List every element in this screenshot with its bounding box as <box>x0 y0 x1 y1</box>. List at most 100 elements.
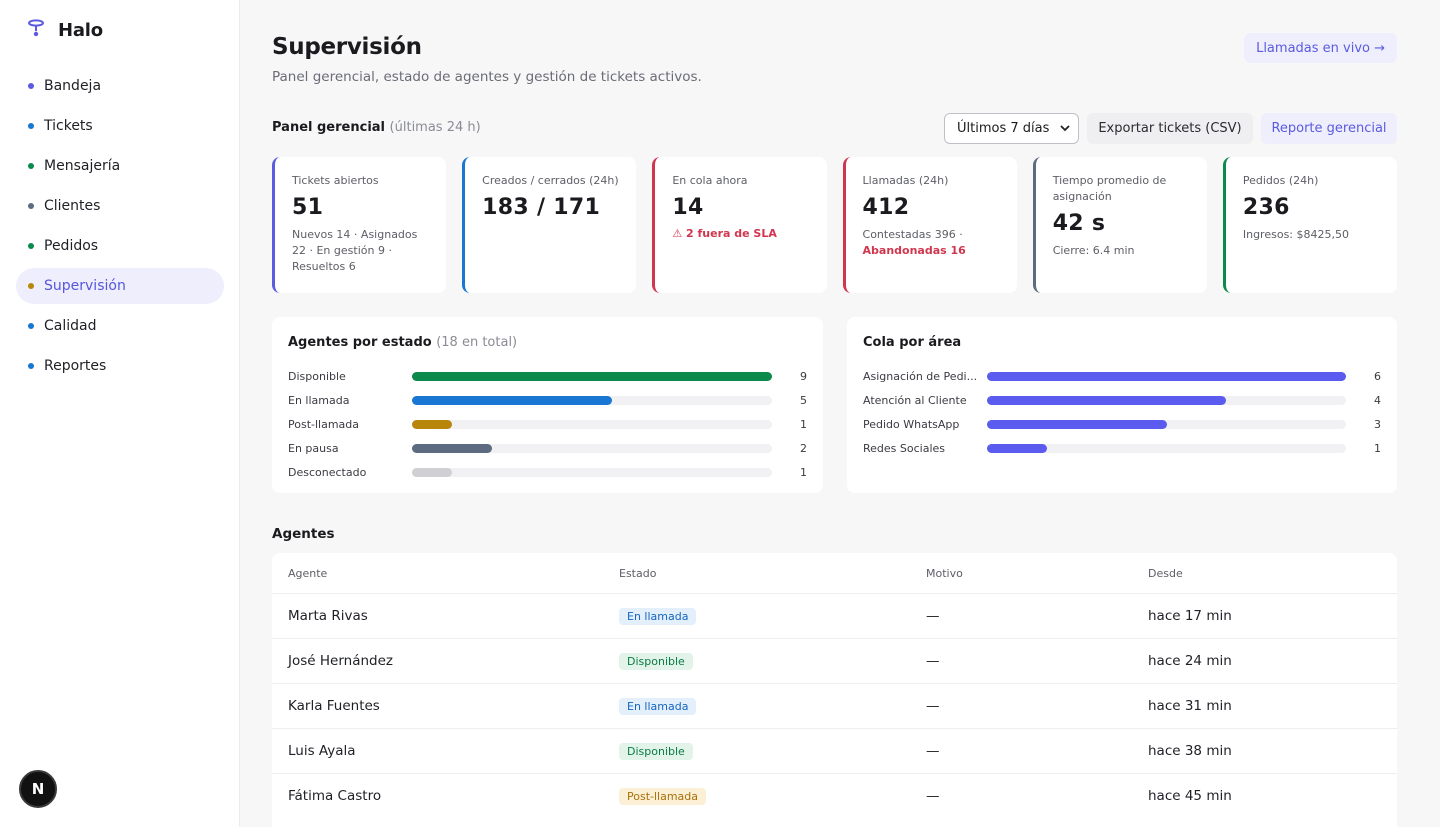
panel-heading: Agentes por estado <box>288 335 432 350</box>
report-button[interactable]: Reporte gerencial <box>1261 113 1397 144</box>
sidebar-item-label: Mensajería <box>44 158 121 174</box>
period-select[interactable]: Últimos 7 días <box>944 113 1079 144</box>
kpi-sub: Nuevos 14 · Asignados 22 · En gestión 9 … <box>292 228 418 273</box>
sidebar-item-bandeja[interactable]: Bandeja <box>16 68 224 104</box>
bar-track <box>412 419 772 429</box>
sidebar-nav: Bandeja Tickets Mensajería Clientes Pedi… <box>16 68 224 388</box>
agents-by-status-panel: Agentes por estado (18 en total) Disponi… <box>272 317 823 493</box>
bar-fill <box>987 371 1346 381</box>
bar-row: Disponible 9 <box>288 364 807 388</box>
sidebar-item-calidad[interactable]: Calidad <box>16 308 224 344</box>
live-calls-button[interactable]: Llamadas en vivo → <box>1244 33 1397 63</box>
bar-row: Redes Sociales 1 <box>863 436 1381 460</box>
sidebar-item-clientes[interactable]: Clientes <box>16 188 224 224</box>
since-cell: hace 31 min <box>1148 698 1232 714</box>
status-cell: En llamada <box>619 607 926 625</box>
bar-value: 1 <box>1374 441 1381 455</box>
sidebar-item-pedidos[interactable]: Pedidos <box>16 228 224 264</box>
table-row[interactable]: José Hernández Disponible — hace 24 min <box>272 638 1397 683</box>
bar-label: Desconectado <box>288 465 367 479</box>
panel-title: Panel gerencial (últimas 24 h) <box>272 120 481 135</box>
column-header[interactable]: Agente <box>288 566 328 580</box>
sidebar-item-mensajeria[interactable]: Mensajería <box>16 148 224 184</box>
bar-fill <box>412 395 612 405</box>
bar-row: Atención al Cliente 4 <box>863 388 1381 412</box>
bar-track <box>412 443 772 453</box>
sidebar-item-label: Pedidos <box>44 238 99 254</box>
dot-icon <box>28 123 34 129</box>
export-csv-button[interactable]: Exportar tickets (CSV) <box>1087 113 1253 144</box>
dot-icon <box>28 323 34 329</box>
bar-value: 9 <box>800 369 807 383</box>
bar-fill <box>987 395 1227 405</box>
avatar[interactable]: N <box>19 770 57 808</box>
kpi-value: 42 s <box>1052 211 1106 236</box>
kpi-card: Tickets abiertos 51 Nuevos 14 · Asignado… <box>272 157 447 293</box>
bar-value: 5 <box>800 393 807 407</box>
kpi-card: En cola ahora 14 ⚠ 2 fuera de SLA <box>652 157 827 293</box>
bar-track <box>987 371 1346 381</box>
bar-fill <box>412 443 492 453</box>
kpi-sub-text: Contestadas 396 · <box>862 228 963 241</box>
agent-name: Marta Rivas <box>288 608 368 624</box>
column-header[interactable]: Motivo <box>926 566 963 580</box>
agents-table: Agente Estado Motivo Desde Marta Rivas En… <box>272 553 1397 827</box>
since-cell: hace 17 min <box>1148 608 1232 624</box>
column-header[interactable]: Desde <box>1148 566 1183 580</box>
page-subtitle: Panel gerencial, estado de agentes y ges… <box>272 69 702 85</box>
reason-cell: — <box>926 608 940 624</box>
since-cell: hace 24 min <box>1148 653 1232 669</box>
bar-value: 1 <box>800 465 807 479</box>
page-title: Supervisión <box>272 34 422 60</box>
kpi-value: 236 <box>1242 195 1290 220</box>
kpi-value: 412 <box>862 195 910 220</box>
bar-row: Pedido WhatsApp 3 <box>863 412 1381 436</box>
kpi-value: 14 <box>672 195 704 220</box>
brand-name: Halo <box>58 19 103 41</box>
bar-fill <box>412 371 772 381</box>
bar-track <box>412 467 772 477</box>
status-cell: Disponible <box>619 742 926 760</box>
table-row[interactable]: Fátima Castro Post-llamada — hace 45 min <box>272 773 1397 818</box>
period-select-value: Últimos 7 días <box>957 121 1050 136</box>
brand[interactable]: Halo <box>26 18 103 42</box>
dot-icon <box>28 203 34 209</box>
bar-label: Disponible <box>288 369 346 383</box>
kpi-value: 51 <box>292 195 324 220</box>
kpi-card: Llamadas (24h) 412 Contestadas 396 · Aba… <box>842 157 1017 293</box>
kpi-row: Tickets abiertos 51 Nuevos 14 · Asignado… <box>272 157 1398 293</box>
dot-icon <box>28 283 34 289</box>
bar-row: En llamada 5 <box>288 388 807 412</box>
queue-by-area-panel: Cola por área Asignación de Pedi... 6 Aten… <box>847 317 1397 493</box>
table-row[interactable]: Karla Fuentes En llamada — hace 31 min <box>272 683 1397 728</box>
kpi-label: Tiempo promedio de asignación <box>1052 174 1167 203</box>
table-row[interactable]: Marta Rivas En llamada — hace 17 min <box>272 593 1397 638</box>
bar-label: Redes Sociales <box>863 441 946 455</box>
sidebar-item-tickets[interactable]: Tickets <box>16 108 224 144</box>
agent-name: Luis Ayala <box>288 743 356 759</box>
bar-row: Desconectado 1 <box>288 460 807 484</box>
bar-track <box>987 419 1346 429</box>
status-badge: En llamada <box>619 607 697 625</box>
sidebar-item-label: Bandeja <box>44 78 102 94</box>
bar-label: Post-llamada <box>288 417 360 431</box>
dot-icon <box>28 363 34 369</box>
since-cell: hace 38 min <box>1148 743 1232 759</box>
sidebar-item-reportes[interactable]: Reportes <box>16 348 224 384</box>
bar-row: Asignación de Pedi... 6 <box>863 364 1381 388</box>
column-header[interactable]: Estado <box>619 566 657 580</box>
kpi-card: Pedidos (24h) 236 Ingresos: $8425,50 <box>1222 157 1398 293</box>
status-cell: En llamada <box>619 697 926 715</box>
reason-cell: — <box>926 698 940 714</box>
bar-row: Post-llamada 1 <box>288 412 807 436</box>
sidebar-item-label: Supervisión <box>44 278 126 294</box>
dot-icon <box>28 83 34 89</box>
agent-name: Fátima Castro <box>288 788 382 804</box>
bar-label: Asignación de Pedi... <box>863 369 978 383</box>
status-bars: Disponible 9 En llamada 5 Post-llamada 1 En pa… <box>288 364 807 484</box>
bar-row: En pausa 2 <box>288 436 807 460</box>
sidebar-item-supervision[interactable]: Supervisión <box>16 268 224 304</box>
table-row[interactable]: Luis Ayala Disponible — hace 38 min <box>272 728 1397 773</box>
panel-heading-muted: (18 en total) <box>436 335 518 350</box>
agents-section-title: Agentes <box>272 526 335 542</box>
